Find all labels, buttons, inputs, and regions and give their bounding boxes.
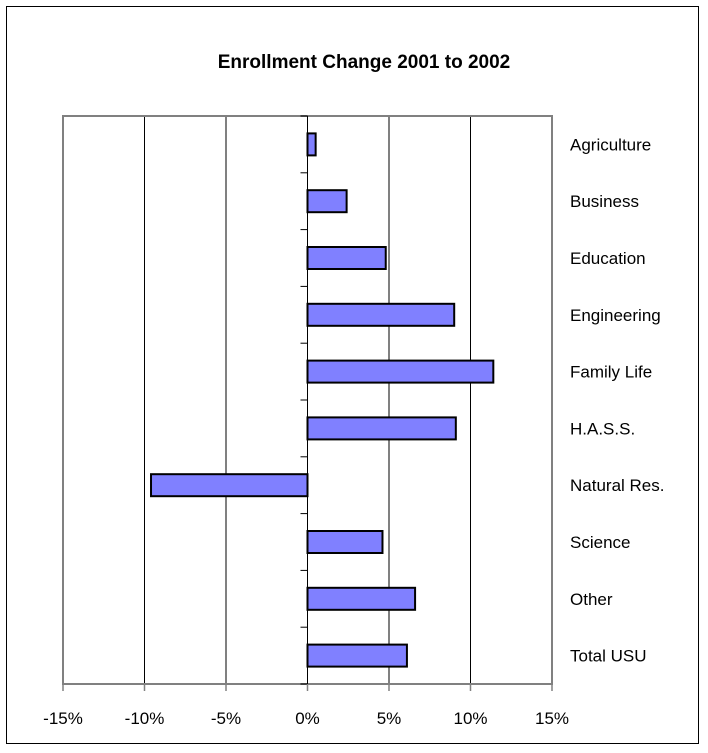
bar bbox=[306, 246, 387, 270]
category-label: Education bbox=[570, 249, 646, 268]
chart-title: Enrollment Change 2001 to 2002 bbox=[218, 52, 511, 73]
bar bbox=[306, 302, 456, 327]
category-label: H.A.S.S. bbox=[570, 419, 635, 438]
x-tick-label: -15% bbox=[43, 709, 83, 728]
category-labels: Agriculture Business Education Engineering F… bbox=[570, 135, 664, 665]
x-tick-label: 0% bbox=[295, 709, 320, 728]
category-label: Family Life bbox=[570, 363, 652, 382]
bar bbox=[306, 530, 384, 554]
x-tick-label: 10% bbox=[453, 709, 487, 728]
x-tick-labels: -15% -10% -5% 0% 5% 10% 15% bbox=[43, 709, 569, 728]
grid-lines bbox=[144, 116, 471, 684]
x-tick-label: 5% bbox=[377, 709, 402, 728]
bar bbox=[306, 416, 457, 441]
x-tick-label: -10% bbox=[125, 709, 165, 728]
category-label: Science bbox=[570, 533, 630, 552]
category-label: Total USU bbox=[570, 647, 647, 666]
bar bbox=[306, 643, 408, 668]
bar bbox=[306, 189, 348, 214]
category-label: Other bbox=[570, 590, 613, 609]
category-label: Engineering bbox=[570, 306, 661, 325]
bar bbox=[306, 359, 495, 384]
category-label: Agriculture bbox=[570, 135, 651, 154]
bar bbox=[306, 132, 317, 157]
category-label: Business bbox=[570, 192, 639, 211]
category-label: Natural Res. bbox=[570, 476, 664, 495]
bar bbox=[306, 586, 417, 611]
bars bbox=[150, 132, 495, 668]
bar bbox=[150, 473, 309, 498]
x-tick-label: -5% bbox=[211, 709, 241, 728]
x-tick-label: 15% bbox=[535, 709, 569, 728]
